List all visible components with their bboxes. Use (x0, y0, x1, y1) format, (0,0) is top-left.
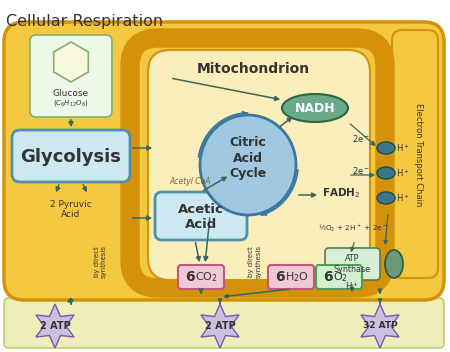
Text: 6: 6 (323, 270, 333, 284)
Text: by direct
synthesis: by direct synthesis (248, 245, 261, 278)
Text: Glycolysis: Glycolysis (21, 148, 122, 166)
Text: ATP
Synthase: ATP Synthase (333, 254, 370, 274)
Text: NADH: NADH (295, 101, 335, 114)
Polygon shape (54, 42, 88, 82)
Ellipse shape (377, 142, 395, 154)
Text: H$^+$: H$^+$ (396, 167, 410, 179)
Text: ($C_6H_{12}O_6$): ($C_6H_{12}O_6$) (53, 98, 89, 108)
Text: 6: 6 (185, 270, 194, 284)
Text: FADH$_2$: FADH$_2$ (322, 186, 360, 200)
Text: H$_2$O: H$_2$O (285, 270, 309, 284)
Text: H$^+$: H$^+$ (396, 142, 410, 154)
FancyBboxPatch shape (325, 248, 380, 280)
Polygon shape (36, 304, 74, 348)
Text: 32 ATP: 32 ATP (363, 321, 397, 331)
Text: Acid: Acid (61, 210, 81, 219)
FancyBboxPatch shape (30, 35, 112, 117)
Text: ½O$_2$ + 2H$^+$ + 2e$^-$: ½O$_2$ + 2H$^+$ + 2e$^-$ (318, 222, 388, 234)
Text: Acetyl CoA: Acetyl CoA (169, 177, 211, 187)
FancyBboxPatch shape (12, 130, 130, 182)
FancyBboxPatch shape (155, 192, 247, 240)
Ellipse shape (200, 115, 296, 215)
FancyBboxPatch shape (4, 298, 444, 348)
Text: H$^+$: H$^+$ (396, 192, 410, 204)
Text: by direct
synthesis: by direct synthesis (94, 245, 107, 278)
FancyBboxPatch shape (392, 30, 438, 278)
Text: 2 ATP: 2 ATP (40, 321, 70, 331)
Text: 2 Pyruvic: 2 Pyruvic (50, 200, 92, 209)
Text: 2 ATP: 2 ATP (205, 321, 235, 331)
Text: Mitochondrion: Mitochondrion (197, 62, 310, 76)
Text: Cellular Respiration: Cellular Respiration (6, 14, 163, 29)
Text: H$^+$: H$^+$ (345, 280, 359, 292)
Text: 2e$^-$: 2e$^-$ (352, 164, 370, 176)
Polygon shape (361, 304, 399, 348)
FancyBboxPatch shape (4, 22, 444, 300)
Ellipse shape (282, 94, 348, 122)
Text: Citric
Acid
Cycle: Citric Acid Cycle (230, 137, 266, 180)
Ellipse shape (377, 192, 395, 204)
Text: Electron Transport Chain: Electron Transport Chain (414, 103, 423, 207)
FancyBboxPatch shape (268, 265, 314, 289)
Text: Acetic
Acid: Acetic Acid (178, 203, 224, 231)
FancyBboxPatch shape (130, 38, 385, 288)
Text: 2e$^-$: 2e$^-$ (352, 132, 370, 144)
FancyBboxPatch shape (178, 265, 224, 289)
FancyBboxPatch shape (316, 265, 362, 289)
Polygon shape (201, 304, 239, 348)
Text: CO$_2$: CO$_2$ (195, 270, 218, 284)
Ellipse shape (377, 167, 395, 179)
FancyBboxPatch shape (148, 50, 370, 280)
Ellipse shape (385, 250, 403, 278)
Text: 6: 6 (275, 270, 284, 284)
Text: Glucose: Glucose (53, 88, 89, 98)
Text: O$_2$: O$_2$ (333, 270, 348, 284)
